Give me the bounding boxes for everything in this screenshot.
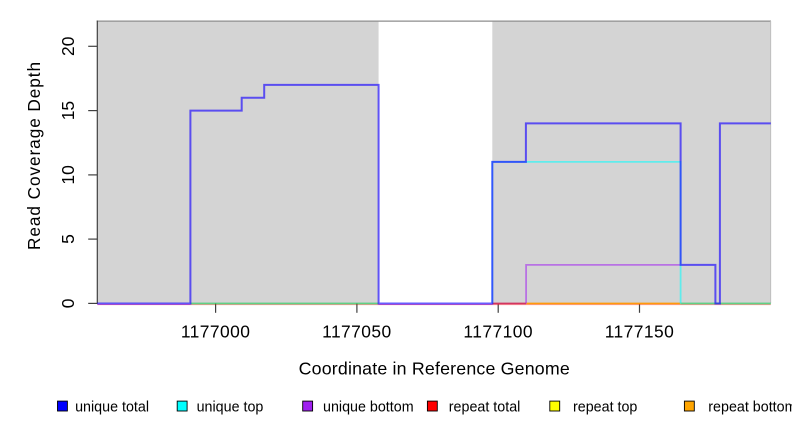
svg-text:repeat total: repeat total (449, 399, 521, 415)
svg-text:1177150: 1177150 (605, 322, 675, 342)
svg-text:unique bottom: unique bottom (323, 399, 414, 415)
svg-text:0: 0 (58, 299, 78, 309)
svg-text:unique top: unique top (197, 399, 264, 415)
svg-text:15: 15 (58, 101, 78, 120)
svg-text:10: 10 (58, 165, 78, 184)
svg-text:Coordinate in Reference Genome: Coordinate in Reference Genome (299, 359, 570, 379)
svg-text:Read Coverage Depth: Read Coverage Depth (24, 61, 44, 250)
svg-text:repeat top: repeat top (573, 399, 637, 415)
svg-text:1177100: 1177100 (463, 322, 533, 342)
svg-text:unique total: unique total (75, 399, 149, 415)
svg-text:5: 5 (58, 234, 78, 244)
svg-text:1177000: 1177000 (181, 322, 251, 342)
svg-text:repeat bottom: repeat bottom (708, 399, 792, 415)
svg-text:1177050: 1177050 (322, 322, 392, 342)
svg-text:20: 20 (58, 37, 78, 56)
